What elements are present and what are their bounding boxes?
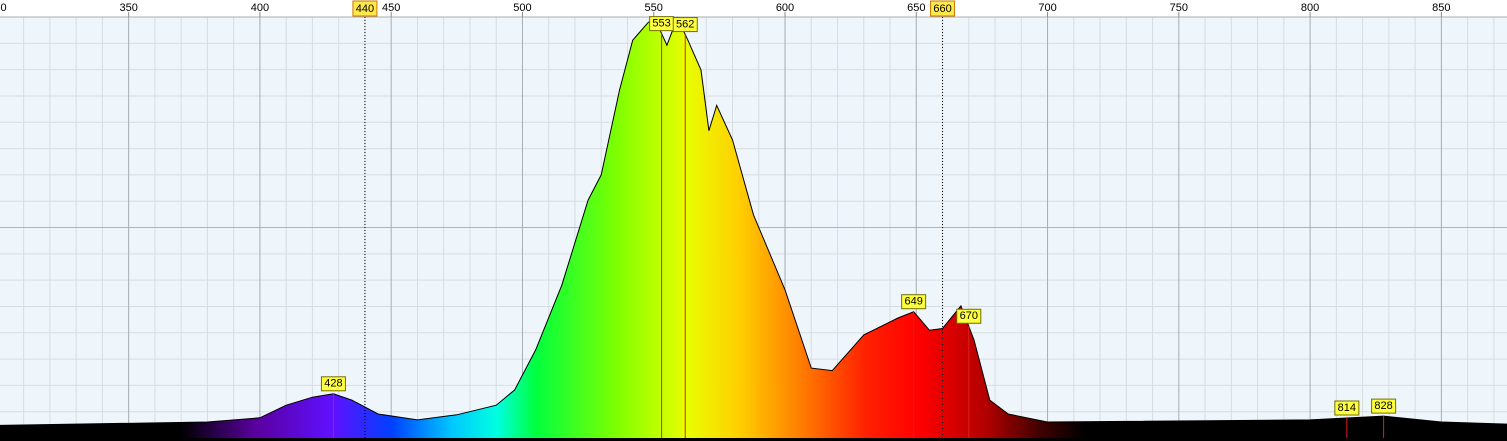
peak-label-box	[901, 294, 927, 310]
cursor-label-box	[352, 0, 378, 17]
x-tick-label: 600	[776, 2, 794, 14]
x-tick-label: 800	[1301, 2, 1319, 14]
cursor-label: 660	[933, 3, 951, 15]
spectrum-line	[0, 16, 1507, 426]
x-tick-label: 300	[0, 2, 7, 14]
peak-label: 670	[960, 310, 978, 322]
x-tick-label: 650	[907, 2, 925, 14]
peak-label: 553	[652, 18, 670, 30]
x-tick-label: 700	[1038, 2, 1056, 14]
x-tick-label: 450	[382, 2, 400, 14]
peak-label: 828	[1374, 400, 1392, 412]
x-tick-label: 400	[251, 2, 269, 14]
cursor-label: 440	[356, 3, 374, 15]
spectrum-area	[0, 17, 1507, 439]
peak-label-box	[1334, 400, 1360, 416]
peak-label-box	[672, 17, 698, 33]
peak-label: 562	[676, 18, 694, 30]
x-tick-label: 350	[119, 2, 137, 14]
baseline	[0, 438, 1507, 441]
axis-band	[0, 0, 1507, 17]
peak-label: 428	[324, 378, 342, 390]
cursor-label-box	[930, 0, 956, 17]
peak-label-box	[956, 308, 982, 324]
x-tick-label: 550	[645, 2, 663, 14]
peak-label-box	[320, 376, 346, 392]
peak-label-box	[1371, 398, 1397, 414]
x-tick-label: 500	[513, 2, 531, 14]
peak-label: 649	[904, 296, 922, 308]
x-tick-label: 750	[1170, 2, 1188, 14]
peak-label: 814	[1338, 402, 1356, 414]
x-tick-label: 850	[1432, 2, 1450, 14]
